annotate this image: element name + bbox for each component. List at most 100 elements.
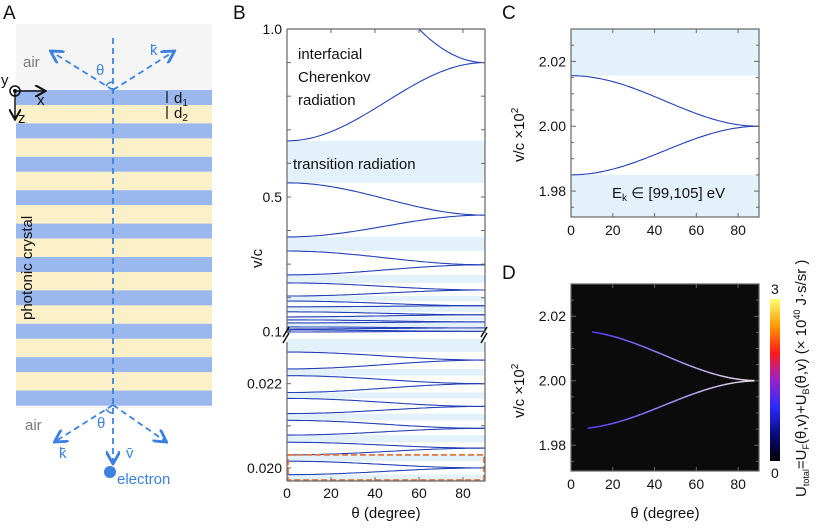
y-tick-label: 0.1 bbox=[263, 323, 283, 339]
intensity-curve-segment bbox=[653, 350, 658, 353]
intensity-curve-segment bbox=[702, 369, 707, 373]
intensity-curve-segment bbox=[600, 424, 605, 427]
theta-arc-top bbox=[105, 81, 114, 87]
intensity-curve-segment bbox=[634, 414, 639, 418]
shaded-band bbox=[287, 328, 485, 330]
shaded-band bbox=[571, 174, 759, 217]
shaded-band bbox=[287, 413, 485, 421]
x-tick-label: 20 bbox=[605, 222, 621, 238]
intensity-curve-segment bbox=[630, 341, 635, 344]
theta-label-bottom: θ bbox=[97, 415, 105, 432]
intensity-curve-segment bbox=[654, 407, 659, 410]
band-curve bbox=[287, 351, 485, 361]
axis-frame bbox=[570, 283, 760, 472]
intensity-curve-segment bbox=[697, 390, 702, 393]
intensity-curve-segment bbox=[681, 396, 685, 400]
cherenkov-annotation-line3: radiation bbox=[298, 92, 356, 109]
x-tick-label: 40 bbox=[647, 222, 663, 238]
layer-type-1 bbox=[16, 290, 212, 306]
intensity-curve-segment bbox=[670, 400, 675, 404]
intensity-curve-segment bbox=[607, 334, 612, 337]
intensity-curve-segment bbox=[704, 388, 709, 391]
shaded-band bbox=[287, 322, 485, 327]
y-tick-label: 0.020 bbox=[247, 460, 282, 476]
layer-type-2 bbox=[16, 272, 212, 291]
b-xlabel: θ (degree) bbox=[351, 505, 420, 522]
intensity-curve-segment bbox=[647, 409, 652, 413]
band-curve bbox=[287, 214, 485, 238]
band-curve bbox=[287, 397, 485, 407]
intensity-curve-segment bbox=[682, 362, 687, 366]
energy-range-annotation: Ek ∈ [99,105] eV bbox=[612, 185, 725, 204]
intensity-curve-segment bbox=[717, 384, 722, 387]
intensity-curve-segment bbox=[660, 352, 664, 356]
intensity-curve-segment bbox=[687, 393, 692, 397]
band-curve bbox=[287, 419, 485, 429]
intensity-curve-segment bbox=[640, 344, 645, 348]
v-label: v̄ bbox=[126, 445, 134, 462]
intensity-curve-segment bbox=[728, 376, 733, 379]
axis-break-mark bbox=[480, 332, 488, 344]
shaded-band bbox=[287, 435, 485, 443]
shaded-band bbox=[287, 140, 485, 183]
intensity-curve-segment bbox=[637, 413, 642, 417]
layer-type-1 bbox=[16, 223, 212, 239]
cherenkov-annotation-line1: interfacial bbox=[298, 46, 362, 63]
intensity-curve-segment bbox=[708, 371, 713, 375]
intensity-curve-segment bbox=[604, 423, 608, 427]
band-curve bbox=[287, 321, 485, 324]
band-curve bbox=[286, 182, 485, 216]
intensity-curve-segment bbox=[627, 417, 632, 420]
intensity-curve-segment bbox=[610, 422, 615, 425]
air-label-bottom: air bbox=[25, 417, 42, 434]
band-curve bbox=[287, 405, 485, 415]
intensity-curve-segment bbox=[689, 364, 694, 368]
intensity-curve-segment bbox=[637, 343, 642, 347]
y-tick-label: 1.98 bbox=[539, 437, 566, 453]
b-shaded-bands bbox=[287, 140, 485, 481]
intensity-curve-segment bbox=[724, 383, 729, 386]
band-curve bbox=[287, 300, 485, 307]
panel-label-c: C bbox=[502, 3, 516, 24]
intensity-curve-segment bbox=[676, 359, 681, 363]
layer-type-1 bbox=[16, 323, 212, 339]
intensity-curve-segment bbox=[647, 347, 651, 351]
k-arrow-top-left bbox=[52, 52, 114, 91]
intensity-curve-segment bbox=[656, 351, 661, 355]
layer-type-1 bbox=[16, 357, 212, 373]
d2-label: d2 bbox=[174, 105, 188, 124]
intensity-curve-segment bbox=[666, 355, 671, 359]
intensity-curve-segment bbox=[607, 423, 612, 426]
intensity-curve-segment bbox=[673, 358, 677, 362]
c-plot-area: 2.02 2.00 1.98 0 20 40 60 80 bbox=[539, 28, 760, 238]
intensity-curve-segment bbox=[624, 339, 628, 342]
x-tick-label: 20 bbox=[605, 476, 621, 492]
x-tick-label: 0 bbox=[567, 476, 575, 492]
intensity-curve-segment bbox=[614, 421, 618, 424]
d-ylabel: v/c ×102 bbox=[510, 363, 528, 418]
shaded-band bbox=[287, 339, 485, 353]
intensity-curve-segment bbox=[711, 386, 715, 389]
layer-type-2 bbox=[16, 105, 212, 124]
intensity-curve-segment bbox=[644, 411, 649, 414]
intensity-curve-segment bbox=[591, 331, 596, 334]
x-tick-label: 80 bbox=[730, 476, 746, 492]
photonic-crystal-schematic: air air θ θ k̄ k̄ v̄ electron y x z d1 d… bbox=[1, 24, 212, 488]
colorbar-label: Utotal=UF(θ,v)+UB(θ,v) (× 1040 J·s/sr ) bbox=[792, 260, 811, 497]
layer-type-1 bbox=[16, 190, 212, 206]
k-label-bottom: k̄ bbox=[59, 445, 67, 462]
intensity-curve-segment bbox=[677, 397, 682, 401]
intensity-curve-segment bbox=[650, 408, 655, 412]
shaded-band bbox=[571, 29, 759, 76]
intensity-curve-segment bbox=[684, 395, 689, 398]
intensity-curve-segment bbox=[695, 367, 700, 370]
band-curve bbox=[287, 375, 485, 385]
band-curve bbox=[287, 305, 485, 308]
band-curve bbox=[287, 441, 485, 449]
layer-type-2 bbox=[16, 372, 212, 391]
y-tick-label: 2.00 bbox=[539, 373, 566, 389]
layer-type-2 bbox=[16, 238, 212, 257]
colorbar-max-label: 3 bbox=[771, 281, 779, 297]
axis-break-mark bbox=[480, 326, 488, 338]
intensity-curve-segment bbox=[731, 377, 736, 380]
